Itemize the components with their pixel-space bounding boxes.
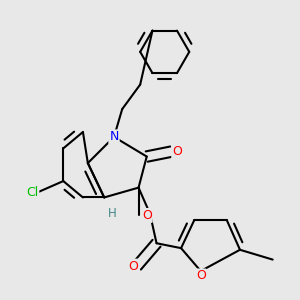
- Text: O: O: [196, 269, 206, 283]
- Text: H: H: [108, 207, 117, 220]
- Text: Cl: Cl: [26, 186, 38, 199]
- Text: O: O: [142, 209, 152, 222]
- Text: O: O: [129, 260, 139, 273]
- Text: N: N: [109, 130, 119, 143]
- Text: O: O: [172, 145, 182, 158]
